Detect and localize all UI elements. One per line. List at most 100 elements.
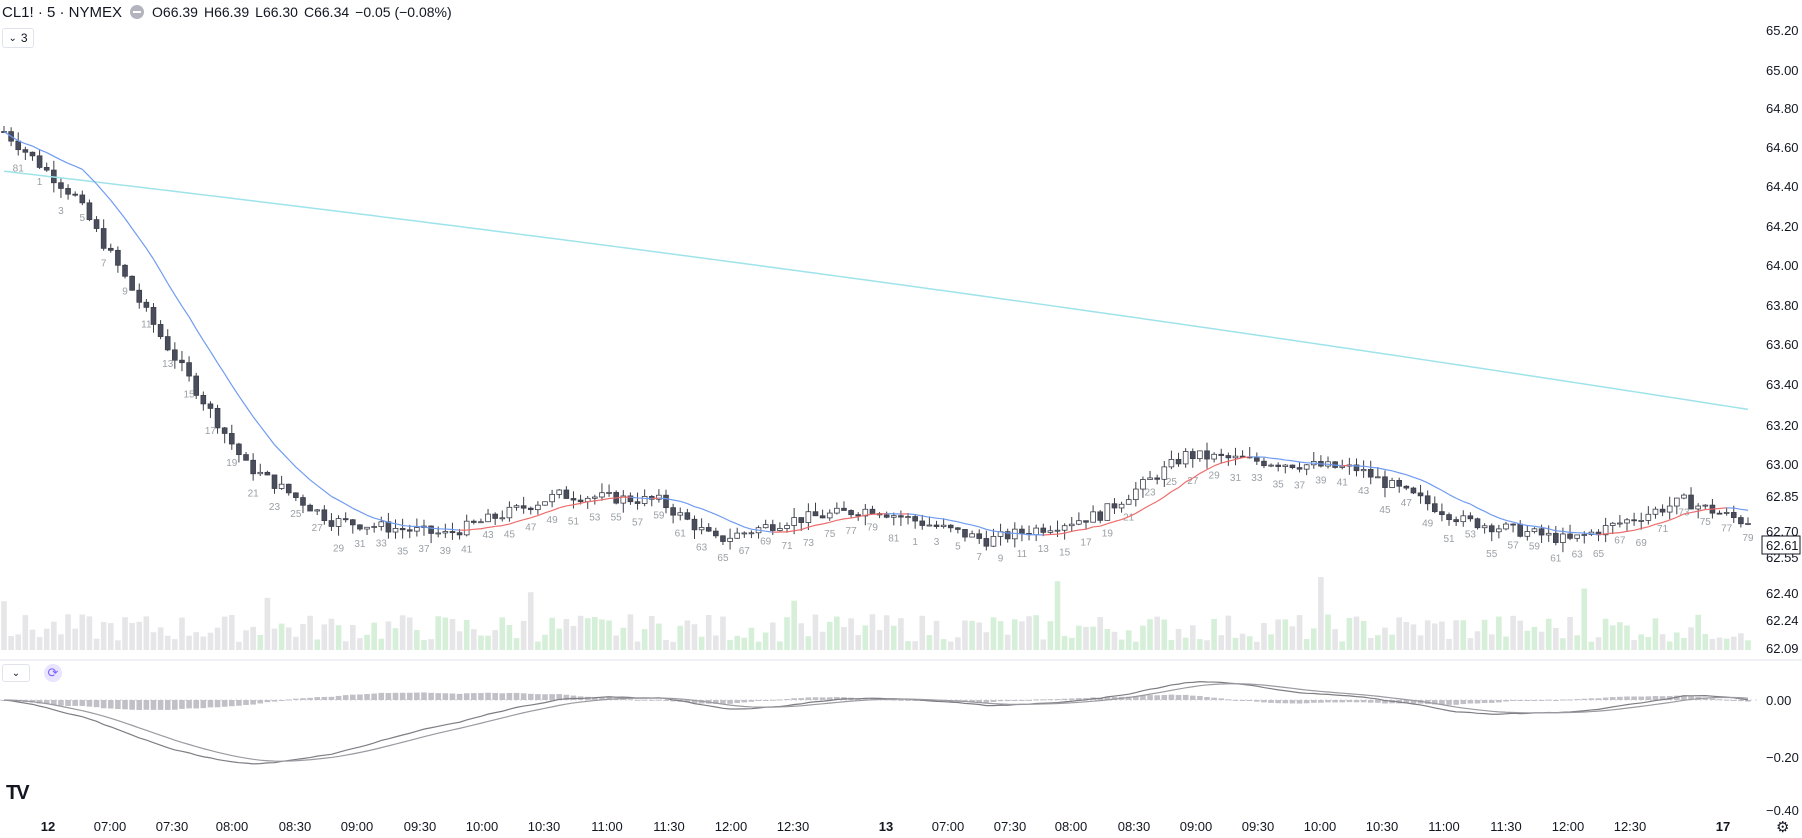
macd-histogram-bar — [570, 695, 577, 700]
volume-bar — [955, 637, 961, 650]
macd-histogram-bar — [414, 692, 420, 700]
candle-body — [933, 524, 940, 527]
fast-moving-average-segment — [32, 145, 40, 151]
bar-counter-label: 35 — [1273, 479, 1285, 490]
volume-bar — [834, 616, 840, 650]
candle-body — [720, 535, 726, 542]
macd-histogram-bar — [1545, 699, 1552, 701]
candle-body — [399, 528, 406, 531]
macd-pane-toggle-button[interactable]: ⌄ — [2, 664, 30, 682]
fast-moving-average-segment — [1278, 458, 1286, 461]
macd-histogram-bar — [1275, 700, 1281, 704]
fast-moving-average-segment — [25, 143, 33, 147]
macd-histogram-bar — [1617, 696, 1623, 700]
candle-body — [186, 362, 192, 377]
candle-body — [1375, 476, 1381, 479]
fast-moving-average-segment — [281, 451, 290, 461]
macd-histogram-bar — [1510, 700, 1516, 701]
fast-moving-average-segment — [416, 525, 425, 528]
volume-bar — [243, 630, 249, 650]
gear-icon[interactable]: ⚙ — [1776, 819, 1790, 836]
volume-bar — [357, 638, 363, 650]
volume-bar — [1396, 617, 1402, 650]
volume-bar — [1709, 638, 1716, 650]
fast-moving-average-segment — [252, 416, 261, 427]
candle-body — [492, 513, 498, 519]
fast-moving-average-segment — [1171, 487, 1179, 493]
fast-moving-average-segment — [1178, 481, 1187, 489]
volume-bar — [1631, 640, 1637, 650]
bar-counter-label: 61 — [1550, 553, 1562, 564]
volume-bar — [677, 625, 684, 650]
indicators-toggle-button[interactable]: ⌄ 3 — [2, 28, 34, 48]
volume-bar — [1738, 633, 1744, 650]
volume-bar — [1147, 619, 1153, 650]
volume-bar — [136, 621, 143, 650]
candle-body — [947, 524, 954, 529]
candle-body — [1118, 503, 1125, 509]
candle-body — [392, 528, 399, 533]
volume-bar — [812, 614, 819, 650]
eye-icon[interactable] — [130, 5, 145, 19]
candle-body — [962, 529, 968, 538]
macd-histogram-bar — [1688, 696, 1694, 700]
fast-moving-average-segment — [566, 504, 574, 507]
candle-body — [606, 492, 612, 494]
price-tick-label: 65.20 — [1766, 23, 1799, 38]
candle-body — [955, 527, 961, 530]
macd-histogram-bar — [1218, 698, 1225, 700]
candle-body — [905, 516, 911, 518]
fast-moving-average-segment — [1043, 533, 1051, 536]
macd-histogram-bar — [1076, 698, 1082, 700]
fast-moving-average-segment — [39, 149, 47, 154]
volume-bar — [1189, 625, 1196, 650]
bar-counter-label: 59 — [1529, 541, 1541, 552]
fast-moving-average-segment — [373, 517, 382, 521]
price-tick-label: 64.20 — [1766, 219, 1799, 234]
bar-counter-label: 21 — [248, 489, 260, 500]
bar-counter-label: 67 — [739, 546, 751, 557]
candle-body — [1396, 480, 1403, 487]
macd-histogram-bar — [1382, 700, 1388, 704]
fast-moving-average-segment — [601, 497, 610, 501]
macd-histogram-bar — [862, 698, 869, 700]
tradingview-logo[interactable]: TV — [6, 782, 30, 804]
volume-bar — [1054, 581, 1061, 650]
candle-body — [364, 526, 370, 530]
volume-bar — [527, 592, 534, 650]
volume-bar — [769, 622, 776, 650]
bar-counter-label: 49 — [547, 515, 559, 526]
symbol-title[interactable]: CL1! · 5 · NYMEX — [2, 3, 123, 21]
candle-body — [1745, 523, 1751, 525]
fast-moving-average-segment — [331, 495, 339, 501]
fast-moving-average-segment — [1498, 517, 1507, 521]
candle-body — [1695, 505, 1701, 510]
macd-histogram-bar — [741, 700, 748, 703]
candle-body — [1723, 512, 1730, 514]
volume-bar — [1239, 633, 1246, 650]
last-price-label: 62.61 — [1766, 538, 1799, 553]
fast-moving-average-segment — [1206, 465, 1215, 471]
time-tick-label: 12 — [41, 819, 55, 834]
fast-moving-average-segment — [338, 499, 346, 505]
fast-moving-average-segment — [1384, 468, 1393, 472]
bar-counter-label: 47 — [1401, 498, 1413, 509]
volume-bar — [1403, 622, 1410, 650]
macd-histogram-bar — [1474, 700, 1481, 704]
candle-body — [428, 525, 434, 534]
fast-moving-average-segment — [316, 484, 325, 492]
bar-counter-label: 35 — [397, 547, 409, 558]
candle-body — [1474, 518, 1481, 529]
volume-bar — [1047, 621, 1054, 650]
fast-moving-average-segment — [274, 444, 283, 453]
volume-bar — [1111, 631, 1118, 650]
candle-body — [1083, 520, 1089, 523]
fast-moving-average-segment — [1228, 458, 1236, 462]
refresh-icon[interactable]: ⟳ — [44, 664, 62, 682]
candle-body — [72, 193, 78, 196]
candle-body — [520, 505, 527, 509]
volume-bar — [421, 640, 427, 650]
candle-body — [1068, 523, 1075, 527]
candle-body — [1303, 464, 1310, 470]
